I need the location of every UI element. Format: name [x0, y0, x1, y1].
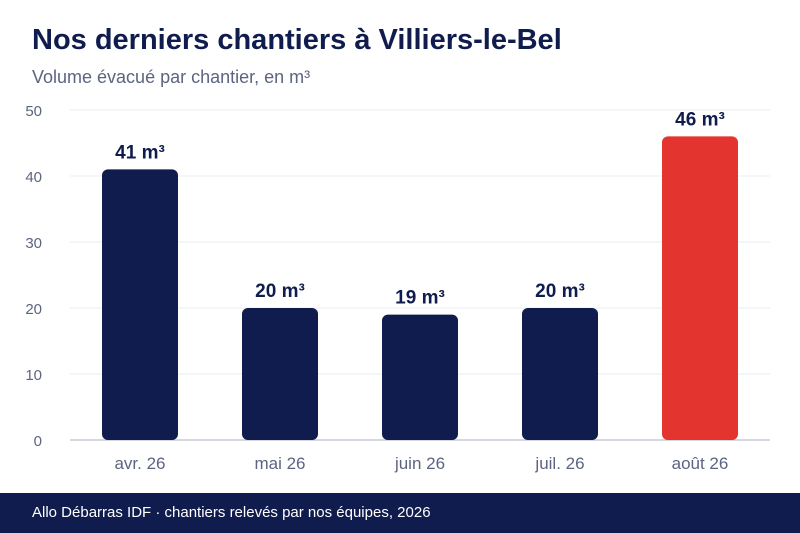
bar: [102, 169, 178, 440]
bar: [522, 308, 598, 440]
bar-value-label: 19 m³: [395, 288, 445, 309]
bar: [242, 308, 318, 440]
x-tick-label: juil. 26: [534, 454, 584, 473]
bar-chart: 0 10 20 30 40 50 41 m³ avr. 26 20 m³ mai 26 19 m³ j…: [25, 103, 770, 473]
y-tick-label: 30: [25, 235, 42, 252]
x-tick-label: avr. 26: [114, 454, 165, 473]
x-tick-label: août 26: [672, 454, 729, 473]
bar-value-label: 46 m³: [675, 109, 725, 130]
y-tick-label: 40: [25, 169, 42, 186]
x-tick-label: mai 26: [254, 454, 305, 473]
y-tick-label: 0: [34, 433, 42, 450]
bar-value-label: 20 m³: [535, 281, 585, 302]
footer-bar: Allo Débarras IDF · chantiers relevés pa…: [0, 493, 800, 533]
y-tick-label: 20: [25, 301, 42, 318]
footer-source: Allo Débarras IDF · chantiers relevés pa…: [32, 504, 431, 521]
y-tick-label: 50: [25, 103, 42, 120]
bar: [662, 136, 738, 440]
bar-value-label: 41 m³: [115, 142, 165, 163]
chart-subtitle: Volume évacué par chantier, en m³: [32, 67, 311, 87]
bar: [382, 314, 458, 440]
chart-title: Nos derniers chantiers à Villiers-le-Bel: [32, 24, 562, 56]
x-tick-label: juin 26: [394, 454, 445, 473]
y-tick-label: 10: [25, 367, 42, 384]
bar-value-label: 20 m³: [255, 281, 305, 302]
